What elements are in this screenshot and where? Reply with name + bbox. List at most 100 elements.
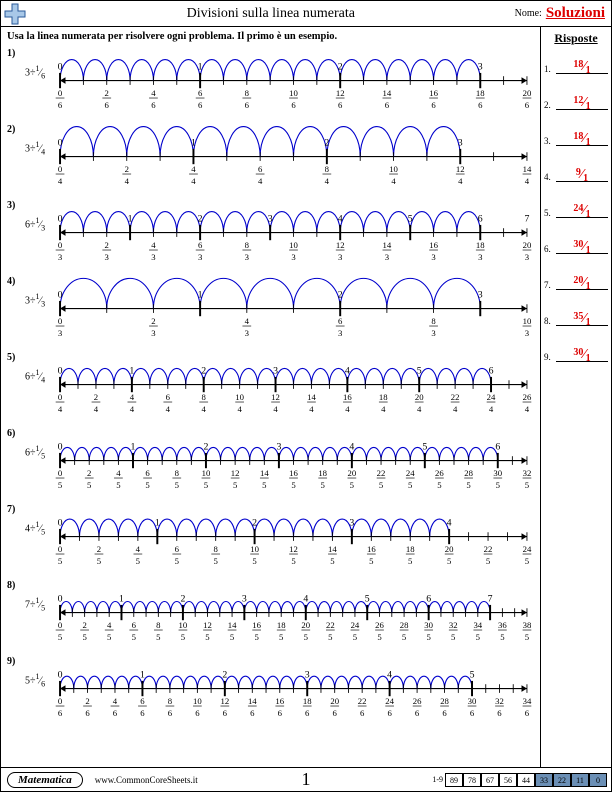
answer-value: 30⁄1: [556, 239, 608, 255]
svg-text:3: 3: [198, 252, 203, 262]
svg-text:2: 2: [324, 138, 329, 149]
svg-text:5: 5: [175, 556, 180, 566]
svg-text:12: 12: [203, 620, 212, 630]
problem-expression: 7÷1⁄5: [25, 578, 53, 612]
problem-number: 6): [7, 426, 25, 439]
instruction-text: Usa la linea numerata per risolvere ogni…: [7, 31, 534, 42]
svg-text:24: 24: [487, 392, 496, 402]
svg-text:6: 6: [360, 708, 365, 718]
svg-text:0: 0: [58, 366, 63, 377]
number-line: 00323143263833103: [53, 274, 534, 346]
svg-text:5: 5: [500, 632, 505, 642]
score-cell: 0: [589, 773, 607, 787]
svg-text:0: 0: [58, 620, 63, 630]
problem-number: 8): [7, 578, 25, 591]
svg-text:5: 5: [262, 480, 267, 490]
svg-text:6: 6: [338, 316, 343, 326]
svg-text:1: 1: [129, 366, 134, 377]
svg-text:3: 3: [431, 328, 436, 338]
svg-text:4: 4: [58, 404, 63, 414]
svg-text:3: 3: [338, 328, 343, 338]
svg-text:10: 10: [289, 88, 298, 98]
svg-text:6: 6: [198, 88, 203, 98]
svg-text:3: 3: [58, 252, 63, 262]
svg-text:6: 6: [489, 366, 494, 377]
svg-text:5: 5: [402, 632, 407, 642]
svg-text:10: 10: [523, 316, 532, 326]
answer-blank: 30⁄1: [556, 236, 608, 254]
svg-text:0: 0: [58, 442, 63, 453]
score-cell: 89: [445, 773, 463, 787]
svg-text:34: 34: [523, 696, 532, 706]
svg-text:5: 5: [116, 480, 121, 490]
svg-text:3: 3: [151, 328, 156, 338]
problem-row: 5)6÷1⁄4004241446428410431241444164184520…: [7, 350, 534, 422]
answer-value: 18⁄1: [556, 59, 608, 75]
svg-text:6: 6: [415, 708, 420, 718]
svg-text:6: 6: [470, 708, 475, 718]
score-cell: 11: [571, 773, 589, 787]
problem-row: 9)5÷1⁄6006264616686106212614616631862062…: [7, 654, 534, 726]
svg-text:2: 2: [180, 594, 185, 605]
problem-expression: 3÷1⁄4: [25, 122, 53, 156]
svg-text:5: 5: [426, 632, 431, 642]
svg-text:6: 6: [145, 468, 150, 478]
svg-text:2: 2: [97, 544, 101, 554]
answer-row: 6.30⁄1: [544, 232, 608, 254]
answer-blank: 24⁄1: [556, 200, 608, 218]
answer-number: 5.: [544, 208, 556, 218]
svg-text:4: 4: [458, 176, 463, 186]
svg-text:0: 0: [58, 164, 63, 174]
svg-text:24: 24: [385, 696, 394, 706]
svg-text:20: 20: [523, 88, 532, 98]
svg-text:2: 2: [198, 214, 203, 225]
svg-text:18: 18: [476, 240, 485, 250]
svg-text:6: 6: [245, 100, 250, 110]
svg-text:7: 7: [488, 594, 493, 605]
problem-number: 9): [7, 654, 25, 667]
page-number: 1: [302, 769, 311, 790]
svg-text:20: 20: [301, 620, 310, 630]
svg-text:5: 5: [136, 556, 141, 566]
url-text: www.CommonCoreSheets.it: [95, 775, 198, 785]
number-line: 003231432638331034123143516361832037: [53, 198, 534, 270]
problem-expression: 6÷1⁄4: [25, 350, 53, 384]
number-line: 0042414464284104312414441641845204224624…: [53, 350, 534, 422]
svg-text:3: 3: [58, 328, 63, 338]
svg-text:6: 6: [478, 214, 483, 225]
svg-text:34: 34: [473, 620, 482, 630]
svg-text:6: 6: [166, 392, 171, 402]
svg-text:28: 28: [440, 696, 449, 706]
svg-text:5: 5: [58, 632, 63, 642]
number-line: 0052545165852105125145316518542052252455…: [53, 426, 534, 498]
name-label: Nome:: [515, 8, 542, 19]
svg-text:22: 22: [326, 620, 335, 630]
svg-text:26: 26: [413, 696, 422, 706]
svg-text:1: 1: [198, 290, 203, 301]
svg-text:18: 18: [318, 468, 327, 478]
answer-value: 20⁄1: [556, 275, 608, 291]
problem-number: 2): [7, 122, 25, 135]
svg-text:5: 5: [353, 632, 358, 642]
answer-value: 35⁄1: [556, 311, 608, 327]
number-line: 0052545165852105125145316518542052252455…: [53, 578, 534, 650]
svg-text:12: 12: [336, 88, 345, 98]
svg-text:5: 5: [132, 632, 137, 642]
svg-text:6: 6: [168, 708, 173, 718]
svg-text:6: 6: [338, 100, 343, 110]
number-line: 00424144642841043124144: [53, 122, 534, 194]
svg-text:5: 5: [230, 632, 235, 642]
svg-text:4: 4: [130, 392, 135, 402]
svg-text:1: 1: [140, 670, 145, 681]
answer-value: 12⁄1: [556, 95, 608, 111]
answer-row: 3.18⁄1: [544, 124, 608, 146]
header: Divisioni sulla linea numerata Nome: Sol…: [1, 1, 611, 27]
svg-text:2: 2: [105, 240, 109, 250]
answer-number: 7.: [544, 280, 556, 290]
svg-text:4: 4: [116, 468, 121, 478]
answer-value: 18⁄1: [556, 131, 608, 147]
svg-text:4: 4: [191, 164, 196, 174]
svg-text:3: 3: [245, 252, 250, 262]
svg-text:4: 4: [237, 404, 242, 414]
svg-text:2: 2: [201, 366, 206, 377]
